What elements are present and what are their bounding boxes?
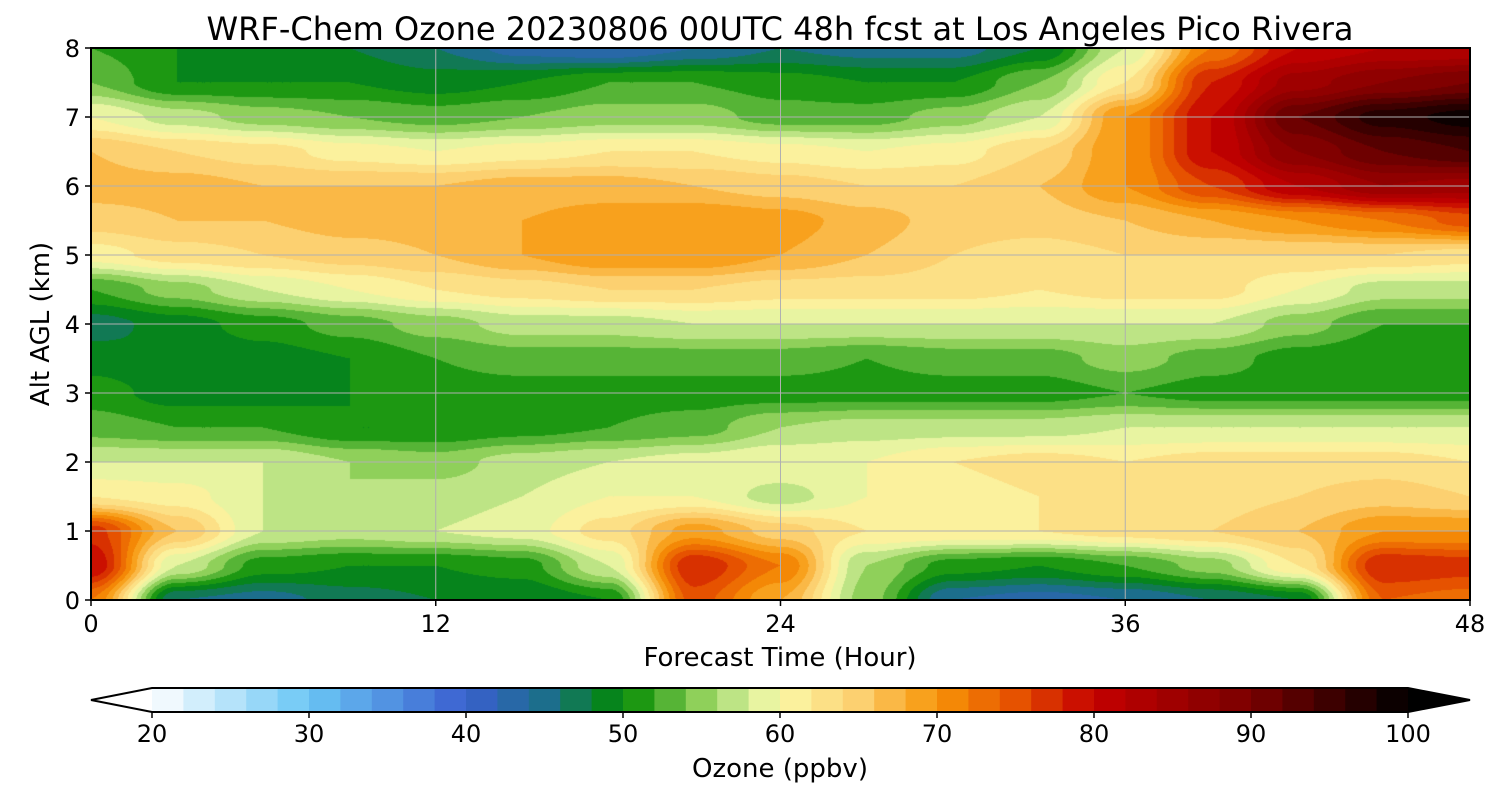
colorbar-swatch <box>1031 688 1064 712</box>
colorbar-tick-label: 100 <box>1385 720 1431 748</box>
colorbar-swatch <box>152 688 184 712</box>
colorbar-tick-label: 40 <box>451 720 482 748</box>
colorbar-swatch <box>780 688 812 712</box>
colorbar-swatch <box>403 688 436 712</box>
y-tick-label: 4 <box>65 311 80 339</box>
y-tick-label: 0 <box>65 587 80 615</box>
colorbar-swatch <box>1156 688 1189 712</box>
colorbar-swatch <box>654 688 687 712</box>
colorbar-swatch <box>968 688 1001 712</box>
x-tick-label: 24 <box>765 610 796 638</box>
colorbar-swatch <box>717 688 750 712</box>
colorbar-swatch <box>1282 688 1315 712</box>
y-tick-label: 1 <box>65 518 80 546</box>
colorbar-swatch <box>1376 688 1409 712</box>
colorbar-swatch <box>905 688 938 712</box>
colorbar-swatch <box>623 688 655 712</box>
colorbar-swatch <box>685 688 718 712</box>
y-tick-label: 3 <box>65 380 80 408</box>
colorbar-label: Ozone (ppbv) <box>692 754 868 784</box>
colorbar-swatch <box>1062 688 1095 712</box>
x-axis: 0 12 24 36 48 <box>83 600 1485 638</box>
colorbar-swatch <box>591 688 624 712</box>
x-axis-label: Forecast Time (Hour) <box>643 643 916 673</box>
colorbar-tick-label: 20 <box>137 720 168 748</box>
y-tick-label: 7 <box>65 104 80 132</box>
colorbar-tick-label: 80 <box>1079 720 1110 748</box>
y-tick-label: 6 <box>65 173 80 201</box>
y-axis-label: Alt AGL (km) <box>26 242 56 406</box>
colorbar-swatch <box>1345 688 1378 712</box>
x-tick-label: 12 <box>420 610 451 638</box>
colorbar-swatch <box>560 688 593 712</box>
colorbar-swatch <box>214 688 247 712</box>
colorbar-tick-label: 50 <box>608 720 639 748</box>
colorbar-swatch <box>937 688 969 712</box>
colorbar-tick-label: 90 <box>1236 720 1267 748</box>
colorbar-swatch <box>340 688 373 712</box>
colorbar-swatch <box>1313 688 1346 712</box>
colorbar-swatch <box>434 688 467 712</box>
colorbar-swatch <box>277 688 310 712</box>
colorbar-swatch <box>1125 688 1158 712</box>
colorbar-swatch <box>1094 688 1126 712</box>
colorbar-swatch <box>748 688 781 712</box>
x-tick-label: 48 <box>1455 610 1486 638</box>
y-tick-label: 8 <box>65 35 80 63</box>
y-tick-label: 5 <box>65 242 80 270</box>
colorbar-swatch <box>183 688 216 712</box>
colorbar-swatch <box>246 688 279 712</box>
colorbar: 20 30 40 50 60 70 80 90 100 <box>90 687 1471 748</box>
colorbar-extend-high <box>1408 688 1470 712</box>
chart-title: WRF-Chem Ozone 20230806 00UTC 48h fcst a… <box>207 10 1354 48</box>
colorbar-swatch <box>309 688 341 712</box>
colorbar-swatch <box>842 688 875 712</box>
colorbar-swatch <box>466 688 498 712</box>
colorbar-swatch <box>811 688 844 712</box>
y-axis: 0 1 2 3 4 5 6 7 8 <box>65 35 91 615</box>
colorbar-swatch <box>1251 688 1283 712</box>
x-tick-label: 36 <box>1110 610 1141 638</box>
colorbar-extend-low <box>91 688 152 712</box>
y-tick-label: 2 <box>65 449 80 477</box>
colorbar-tick-label: 60 <box>765 720 796 748</box>
colorbar-swatch <box>371 688 404 712</box>
colorbar-swatch <box>999 688 1032 712</box>
colorbar-swatch <box>874 688 907 712</box>
colorbar-swatch <box>497 688 530 712</box>
colorbar-swatch <box>1219 688 1252 712</box>
colorbar-swatch <box>528 688 561 712</box>
colorbar-tick-label: 30 <box>294 720 325 748</box>
colorbar-tick-label: 70 <box>922 720 953 748</box>
colorbar-swatch <box>1188 688 1221 712</box>
x-tick-label: 0 <box>83 610 98 638</box>
